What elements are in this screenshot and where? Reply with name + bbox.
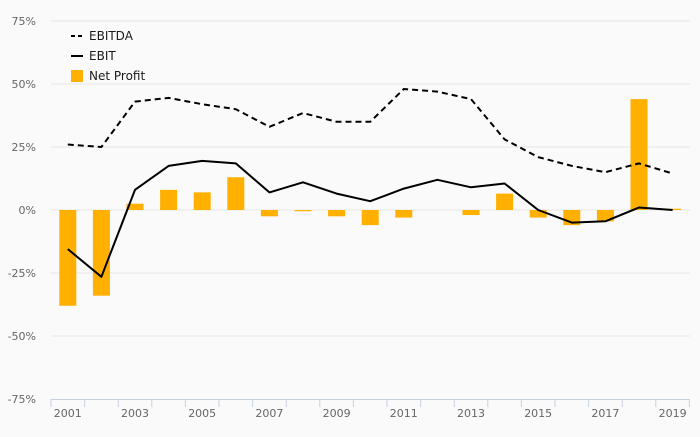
net-profit-bar — [227, 177, 245, 210]
net-profit-bar — [462, 210, 480, 216]
x-tick-label: 2011 — [390, 407, 418, 420]
net-profit-bar — [294, 210, 312, 212]
net-profit-bar — [328, 210, 346, 217]
net-profit-bar — [59, 210, 77, 306]
x-tick-label: 2005 — [188, 407, 216, 420]
net-profit-bar — [395, 210, 413, 218]
legend-label: EBITDA — [89, 29, 134, 43]
x-tick-label: 2019 — [659, 407, 687, 420]
y-tick-label: -50% — [8, 330, 36, 343]
y-tick-label: -75% — [8, 393, 36, 406]
net-profit-bar — [361, 210, 379, 226]
x-tick-label: 2009 — [323, 407, 351, 420]
grid-layer — [51, 20, 690, 337]
line-layer — [67, 88, 673, 278]
y-tick-label: 25% — [12, 141, 36, 154]
net-profit-bar — [193, 192, 211, 210]
y-tick-label: 0% — [19, 204, 36, 217]
net-profit-bar — [126, 203, 144, 210]
x-tick-label: 2015 — [524, 407, 552, 420]
bar-layer — [59, 99, 682, 306]
y-tick-label: 50% — [12, 78, 36, 91]
y-tick-label: 75% — [12, 15, 36, 28]
legend-symbol — [71, 70, 83, 82]
x-tick-label: 2013 — [457, 407, 485, 420]
net-profit-bar — [630, 99, 648, 210]
legend-label: Net Profit — [89, 69, 145, 83]
x-tick-label: 2003 — [121, 407, 149, 420]
net-profit-bar — [92, 210, 110, 296]
x-tick-label: 2007 — [255, 407, 283, 420]
legend-label: EBIT — [89, 49, 116, 63]
y-tick-label: -25% — [8, 267, 36, 280]
axis-layer: 75% 50% 25% 0% -25% -50% -75% 2001 2003 2005 2007 2… — [8, 15, 690, 420]
net-profit-bar — [260, 210, 278, 217]
net-profit-bar — [160, 189, 178, 210]
ebit-line — [67, 159, 673, 278]
net-profit-bar — [496, 193, 514, 210]
net-profit-bar — [529, 210, 547, 218]
net-profit-bar — [596, 210, 614, 222]
legend: EBITDA EBIT Net Profit — [71, 29, 145, 83]
ebitda-line — [67, 88, 673, 175]
x-tick-label: 2017 — [591, 407, 619, 420]
x-tick-label: 2001 — [54, 407, 82, 420]
